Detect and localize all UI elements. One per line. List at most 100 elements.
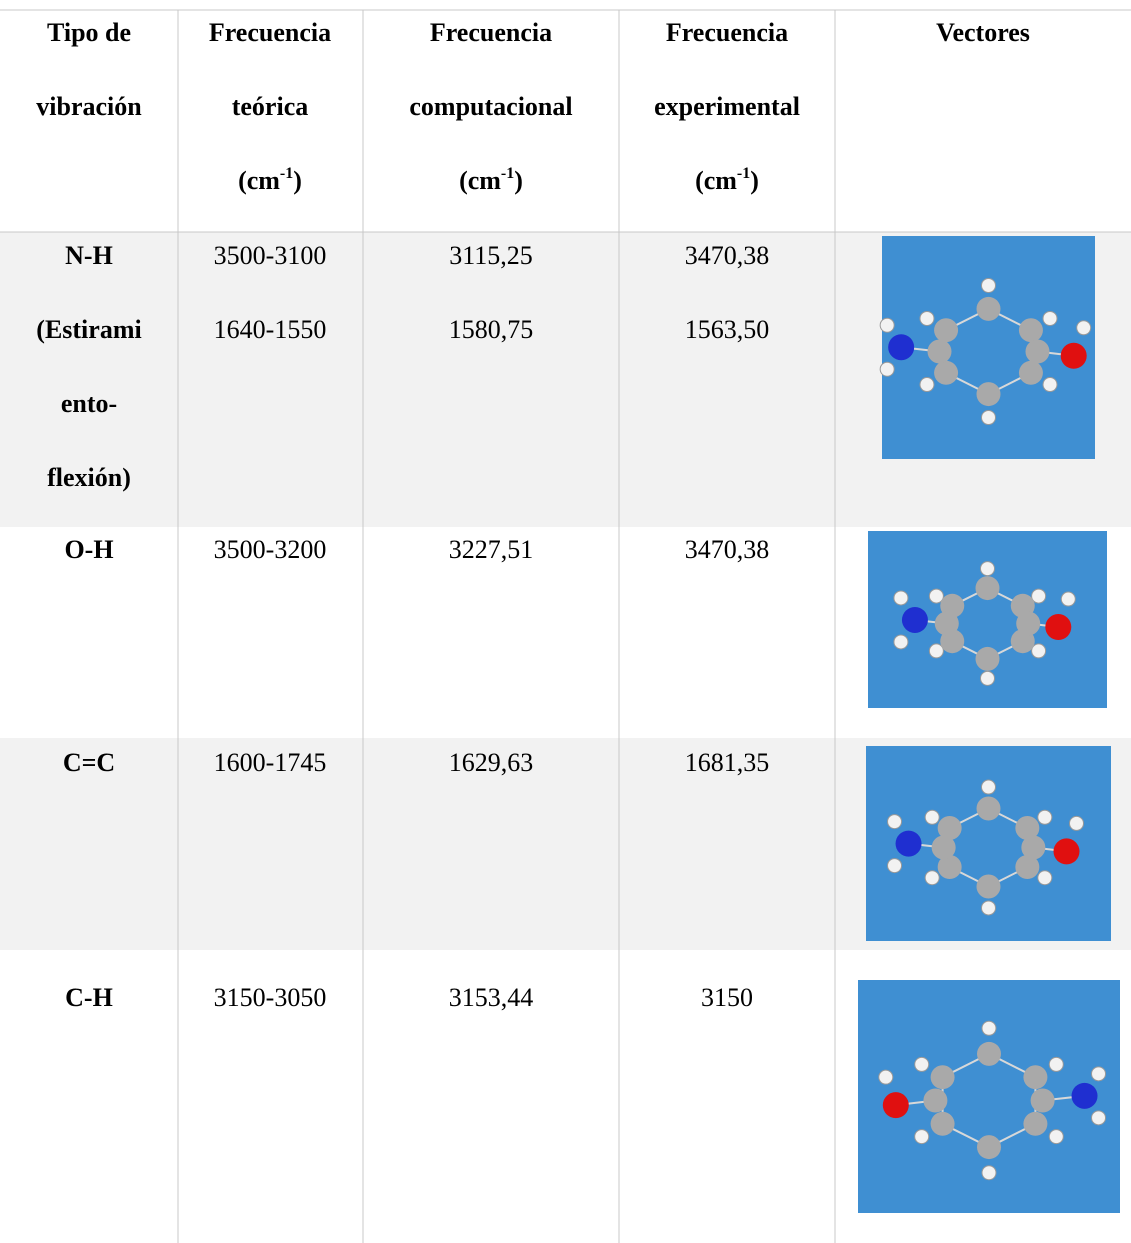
hydrogen-atom	[925, 810, 939, 824]
header-unit: (cm-1)	[695, 165, 759, 195]
frequency-value: 3470,38	[685, 535, 770, 564]
header-text: teórica	[232, 92, 309, 121]
unit-close: )	[293, 166, 302, 195]
frequency-value: 1600-1745	[214, 748, 327, 777]
vibration-type: flexión)	[47, 463, 131, 492]
hydrogen-atom	[982, 411, 996, 425]
carbon-atom	[1021, 836, 1045, 860]
header-unit: (cm-1)	[238, 165, 302, 195]
carbon-atom	[1023, 1112, 1047, 1136]
unit-base: (cm	[695, 166, 737, 195]
frequency-value: 3153,44	[449, 983, 534, 1012]
vibration-type: (Estirami	[36, 315, 141, 344]
hydrogen-atom	[879, 1070, 893, 1084]
header-text: Frecuencia	[430, 18, 552, 47]
carbon-atom	[934, 318, 958, 342]
hydrogen-atom	[1038, 810, 1052, 824]
hydrogen-atom	[880, 318, 894, 332]
hydrogen-atom	[888, 859, 902, 873]
frequency-value: 3500-3200	[214, 535, 327, 564]
vibration-type: C=C	[63, 748, 115, 777]
hydrogen-atom	[894, 635, 908, 649]
hydrogen-atom	[1092, 1067, 1106, 1081]
header-text: Vectores	[936, 18, 1030, 47]
vibration-type: C-H	[65, 983, 113, 1012]
nitrogen-atom	[1072, 1083, 1098, 1109]
hydrogen-atom	[982, 1166, 996, 1180]
oxygen-atom	[883, 1092, 909, 1118]
carbon-atom	[1019, 361, 1043, 385]
nitrogen-atom	[888, 334, 914, 360]
hydrogen-atom	[920, 378, 934, 392]
carbon-atom	[935, 612, 959, 636]
frequency-value: 1580,75	[449, 315, 534, 344]
header-text: vibración	[36, 92, 142, 121]
hydrogen-atom	[1038, 871, 1052, 885]
header-text: Frecuencia	[666, 18, 788, 47]
carbon-atom	[977, 1042, 1001, 1066]
frequency-value: 1629,63	[449, 748, 534, 777]
header-text: Tipo de	[47, 18, 131, 47]
carbon-atom	[976, 647, 1000, 671]
hydrogen-atom	[915, 1130, 929, 1144]
carbon-atom	[931, 1065, 955, 1089]
hydrogen-atom	[1049, 1130, 1063, 1144]
vibration-type: N-H	[65, 241, 113, 270]
hydrogen-atom	[880, 362, 894, 376]
molecule-images	[858, 236, 1120, 1213]
carbon-atom	[1031, 1089, 1055, 1113]
unit-exponent: -1	[501, 165, 514, 182]
unit-exponent: -1	[737, 165, 750, 182]
frequency-value: 1681,35	[685, 748, 770, 777]
frequency-value: 3150-3050	[214, 983, 327, 1012]
oxygen-atom	[1045, 614, 1071, 640]
hydrogen-atom	[981, 562, 995, 576]
hydrogen-atom	[1077, 321, 1091, 335]
hydrogen-atom	[920, 311, 934, 325]
carbon-atom	[977, 1135, 1001, 1159]
unit-close: )	[750, 166, 759, 195]
unit-base: (cm	[459, 166, 501, 195]
carbon-atom	[1023, 1065, 1047, 1089]
table-page: Tipo devibraciónFrecuenciateórica(cm-1)F…	[0, 0, 1131, 1243]
carbon-atom	[1019, 318, 1043, 342]
carbon-atom	[977, 875, 1001, 899]
vibration-type: O-H	[64, 535, 113, 564]
frequency-value: 3470,38	[685, 241, 770, 270]
carbon-atom	[1025, 340, 1049, 364]
hydrogen-atom	[982, 1021, 996, 1035]
hydrogen-atom	[1070, 816, 1084, 830]
nitrogen-atom	[902, 607, 928, 633]
carbon-atom	[934, 361, 958, 385]
hydrogen-atom	[915, 1057, 929, 1071]
hydrogen-atom	[981, 671, 995, 685]
frequency-value: 3227,51	[449, 535, 534, 564]
hydrogen-atom	[894, 591, 908, 605]
hydrogen-atom	[888, 815, 902, 829]
carbon-atom	[1016, 612, 1040, 636]
header-text: experimental	[654, 92, 800, 121]
unit-exponent: -1	[280, 165, 293, 182]
header-text: computacional	[409, 92, 572, 121]
header-text: Frecuencia	[209, 18, 331, 47]
hydrogen-atom	[982, 780, 996, 794]
hydrogen-atom	[1049, 1057, 1063, 1071]
carbon-atom	[931, 1112, 955, 1136]
frequency-value: 1640-1550	[214, 315, 327, 344]
carbon-atom	[977, 382, 1001, 406]
carbon-atom	[977, 297, 1001, 321]
carbon-atom	[976, 576, 1000, 600]
carbon-atom	[923, 1089, 947, 1113]
unit-close: )	[514, 166, 523, 195]
carbon-atom	[928, 340, 952, 364]
frequency-value: 3150	[701, 983, 753, 1012]
hydrogen-atom	[1061, 592, 1075, 606]
carbon-atom	[977, 797, 1001, 821]
unit-base: (cm	[238, 166, 280, 195]
hydrogen-atom	[1043, 311, 1057, 325]
header-unit: (cm-1)	[459, 165, 523, 195]
frequency-value: 3500-3100	[214, 241, 327, 270]
frequency-value: 1563,50	[685, 315, 770, 344]
hydrogen-atom	[982, 278, 996, 292]
carbon-atom	[932, 836, 956, 860]
